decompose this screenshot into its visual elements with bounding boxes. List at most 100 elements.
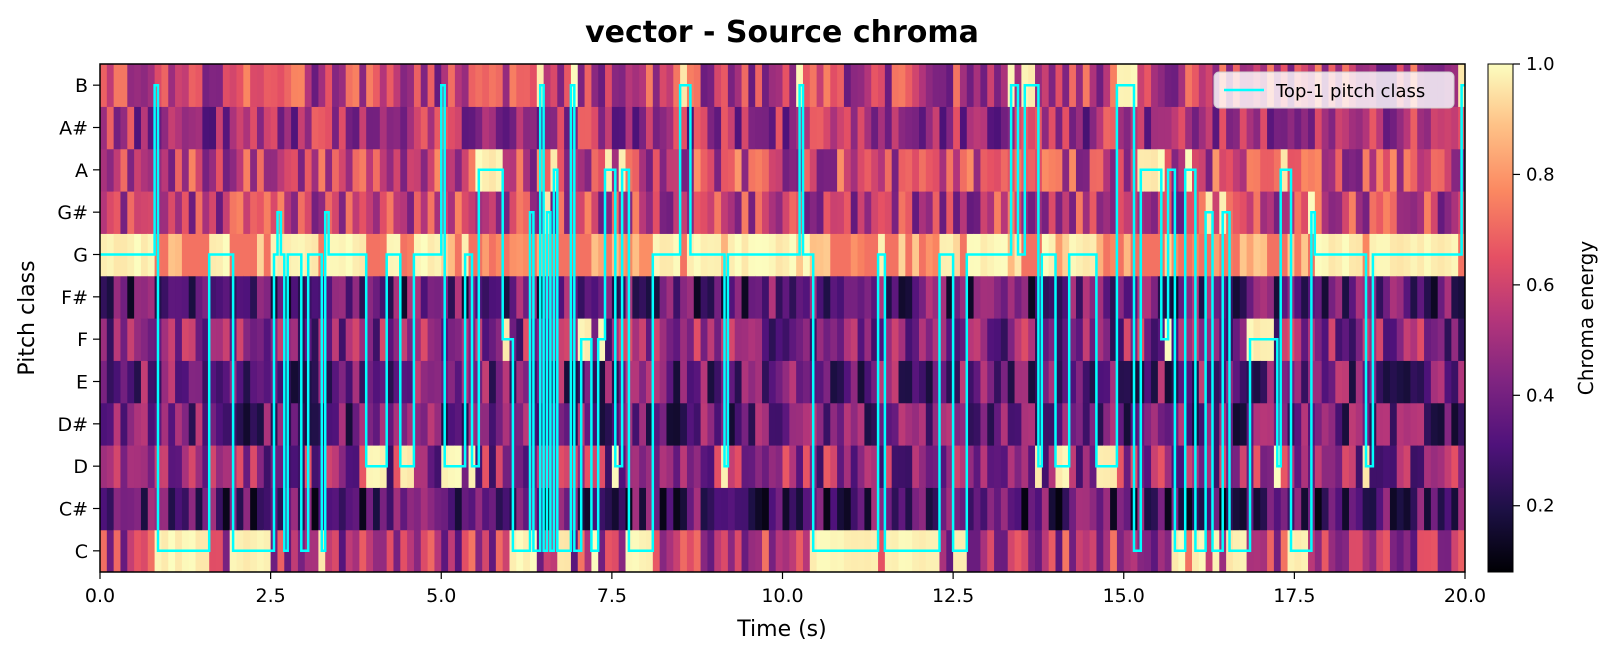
heatmap-cell — [755, 191, 763, 234]
heatmap-cell — [605, 487, 613, 531]
heatmap-cell — [147, 529, 156, 572]
heatmap-cell — [1151, 64, 1159, 107]
heatmap-cell — [140, 191, 149, 234]
heatmap-cell — [1075, 148, 1084, 192]
heatmap-cell — [721, 529, 729, 572]
heatmap-cell — [884, 275, 893, 319]
heatmap-cell — [127, 529, 135, 572]
heatmap-cell — [796, 275, 804, 319]
heatmap-cell — [195, 402, 203, 446]
heatmap-cell — [762, 487, 770, 531]
heatmap-cell — [864, 148, 872, 192]
heatmap-cell — [1308, 106, 1316, 150]
heatmap-cell — [673, 318, 681, 361]
heatmap-cell — [454, 191, 463, 234]
heatmap-cell — [1232, 360, 1241, 404]
heatmap-cell — [427, 318, 436, 361]
y-tick-label: C — [75, 541, 88, 563]
heatmap-cell — [325, 64, 333, 107]
colorbar-tick-label: 0.4 — [1526, 385, 1555, 406]
heatmap-cell — [1328, 445, 1336, 488]
heatmap-cell — [100, 275, 108, 319]
heatmap-cell — [400, 191, 408, 234]
heatmap-cell — [1369, 106, 1377, 150]
heatmap-cell — [516, 318, 524, 361]
heatmap-cell — [1246, 275, 1255, 319]
heatmap-cell — [1396, 318, 1405, 361]
heatmap-cell — [741, 402, 749, 446]
heatmap-cell — [393, 360, 401, 404]
heatmap-cell — [202, 487, 210, 531]
heatmap-cell — [850, 445, 859, 488]
heatmap-cell — [659, 106, 668, 150]
heatmap-cell — [1294, 445, 1302, 488]
heatmap-cell — [734, 487, 743, 531]
heatmap-cell — [1451, 191, 1459, 234]
heatmap-cell — [393, 64, 401, 107]
heatmap-cell — [584, 445, 592, 488]
heatmap-cell — [1164, 402, 1173, 446]
heatmap-cell — [1253, 402, 1261, 446]
heatmap-cell — [256, 191, 265, 234]
heatmap-cell — [707, 148, 715, 192]
heatmap-cell — [523, 64, 531, 107]
heatmap-cell — [134, 64, 142, 107]
heatmap-cell — [966, 318, 975, 361]
heatmap-cell — [325, 445, 333, 488]
heatmap-cell — [898, 275, 906, 319]
heatmap-cell — [413, 64, 422, 107]
heatmap-cell — [413, 402, 422, 446]
heatmap-cell — [195, 275, 203, 319]
heatmap-cell — [802, 106, 811, 150]
heatmap-cell — [1410, 106, 1418, 150]
heatmap-cell — [775, 487, 784, 531]
heatmap-cell — [181, 106, 190, 150]
heatmap-cell — [366, 148, 374, 192]
heatmap-cell — [1219, 106, 1227, 150]
heatmap-cell — [652, 106, 661, 150]
heatmap-cell — [1205, 445, 1214, 488]
heatmap-cell — [311, 64, 319, 107]
heatmap-cell — [1192, 64, 1200, 107]
heatmap-cell — [707, 106, 715, 150]
heatmap-cell — [256, 233, 265, 277]
heatmap-cell — [1096, 487, 1104, 531]
heatmap-cell — [386, 487, 395, 531]
heatmap-cell — [379, 106, 388, 150]
heatmap-cell — [427, 191, 436, 234]
heatmap-cell — [379, 275, 388, 319]
heatmap-cell — [857, 64, 865, 107]
heatmap-cell — [202, 106, 210, 150]
heatmap-cell — [686, 445, 695, 488]
heatmap-cell — [823, 487, 831, 531]
heatmap-cell — [816, 233, 825, 277]
heatmap-cell — [209, 360, 217, 404]
heatmap-cell — [1041, 445, 1050, 488]
heatmap-cell — [147, 360, 156, 404]
heatmap-cell — [959, 106, 968, 150]
heatmap-cell — [236, 233, 244, 277]
heatmap-cell — [1267, 148, 1275, 192]
y-tick-label: C# — [59, 499, 88, 521]
heatmap-cell — [878, 148, 886, 192]
heatmap-cell — [516, 148, 524, 192]
heatmap-cell — [1458, 487, 1465, 531]
heatmap-cell — [243, 318, 251, 361]
heatmap-cell — [768, 529, 777, 572]
heatmap-cell — [1355, 487, 1364, 531]
heatmap-cell — [1096, 233, 1104, 277]
heatmap-cell — [1021, 529, 1029, 572]
heatmap-cell — [632, 148, 640, 192]
heatmap-cell — [379, 64, 388, 107]
heatmap-cell — [673, 106, 681, 150]
heatmap-cell — [939, 275, 947, 319]
heatmap-cell — [127, 402, 135, 446]
heatmap-cell — [1314, 191, 1323, 234]
heatmap-cell — [700, 191, 709, 234]
heatmap-cell — [632, 233, 640, 277]
heatmap-cell — [1348, 275, 1357, 319]
heatmap-cell — [1021, 487, 1029, 531]
heatmap-cell — [188, 487, 197, 531]
heatmap-cell — [1157, 360, 1166, 404]
heatmap-cell — [318, 64, 326, 107]
